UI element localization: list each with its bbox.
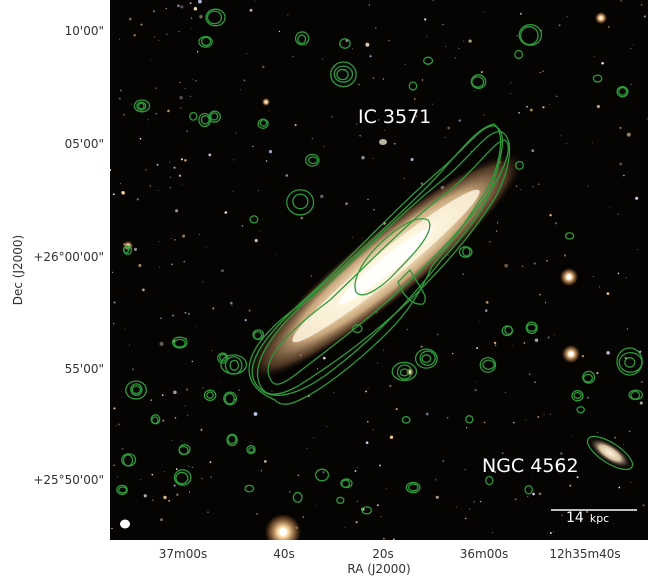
scale-bar-unit: kpc: [589, 512, 610, 525]
small-galaxy: [379, 139, 387, 145]
ytick-1: 05'00": [64, 137, 104, 151]
label-ic3571: IC 3571: [358, 106, 432, 128]
ytick-4: +25°50'00": [33, 473, 104, 487]
y-axis-label: Dec (J2000): [11, 234, 25, 306]
ytick-0: 10'00": [64, 24, 104, 38]
scale-bar-value: 14: [566, 510, 584, 526]
xtick-4: 12h35m40s: [549, 547, 621, 561]
galaxy-ic3571: [248, 152, 524, 380]
xtick-1: 40s: [273, 547, 295, 561]
x-axis-label: RA (J2000): [347, 562, 411, 576]
beam-marker: [120, 519, 130, 529]
xtick-3: 36m00s: [459, 547, 509, 561]
galaxy-ngc4562: [589, 437, 631, 469]
sky-image-svg: [110, 0, 648, 540]
xtick-0: 37m00s: [158, 547, 208, 561]
ytick-2: +26°00'00": [33, 250, 104, 264]
scale-bar-label: 14 kpc: [566, 510, 609, 526]
background-contours: [116, 8, 644, 515]
sky-image: IC 3571 NGC 4562 14 kpc: [110, 0, 648, 540]
bright-stars: [123, 12, 607, 540]
background-stars: [110, 0, 648, 540]
label-ngc4562: NGC 4562: [482, 455, 579, 477]
xtick-2: 20s: [372, 547, 394, 561]
ytick-3: 55'00": [64, 362, 104, 376]
hi-contours: [248, 123, 634, 471]
